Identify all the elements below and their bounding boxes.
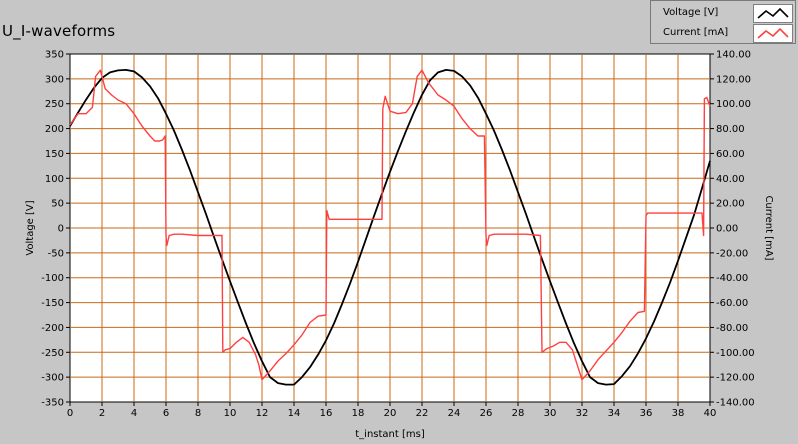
legend-label-voltage: Voltage [V] [663, 7, 719, 18]
y-right-tick-label: 100.00 [716, 99, 751, 110]
x-tick-label: 16 [320, 408, 333, 419]
x-tick-label: 8 [195, 408, 201, 419]
x-tick-label: 10 [224, 408, 237, 419]
y-right-tick-label: 80.00 [716, 124, 745, 135]
y-right-tick-label: -80.00 [716, 323, 748, 334]
x-tick-label: 22 [416, 408, 429, 419]
legend-swatch-current-icon [753, 24, 793, 43]
x-tick-label: 38 [672, 408, 685, 419]
y-left-tick-label: -150 [41, 298, 64, 309]
x-tick-label: 28 [512, 408, 525, 419]
y-left-tick-label: 200 [45, 124, 64, 135]
y-left-tick-label: 0 [58, 224, 64, 235]
y-right-tick-label: 60.00 [716, 149, 745, 160]
y-right-tick-labels: 140.00 120.00 100.00 80.00 60.00 40.00 20.00 0.… [716, 50, 755, 409]
y-left-tick-label: 150 [45, 149, 64, 160]
y-right-tick-label: -120.00 [716, 373, 755, 384]
legend: Voltage [V] Current [mA] [650, 0, 796, 44]
x-tick-label: 2 [99, 408, 105, 419]
y-right-tick-label: -100.00 [716, 348, 755, 359]
x-tick-label: 32 [576, 408, 589, 419]
y-left-tick-label: 350 [45, 50, 64, 61]
y-right-tick-label: 40.00 [716, 174, 745, 185]
x-axis-label: t_instant [ms] [355, 429, 425, 440]
voltage-series-line [69, 69, 711, 386]
legend-item-voltage[interactable]: Voltage [V] [651, 3, 795, 23]
x-tick-label: 18 [352, 408, 365, 419]
y-left-axis-label: Voltage [V] [25, 200, 36, 255]
series-lines [69, 69, 711, 386]
y-left-tick-label: -200 [41, 323, 64, 334]
y-left-tick-label: 250 [45, 99, 64, 110]
legend-label-current: Current [mA] [663, 27, 729, 38]
current-series-line [69, 69, 711, 381]
x-tick-label: 36 [640, 408, 653, 419]
y-left-tick-label: -300 [41, 373, 64, 384]
x-tick-label: 4 [131, 408, 137, 419]
legend-item-current[interactable]: Current [mA] [651, 23, 795, 43]
x-tick-label: 24 [448, 408, 461, 419]
x-tick-label: 34 [608, 408, 621, 419]
x-tick-label: 26 [480, 408, 493, 419]
y-right-tick-label: -60.00 [716, 298, 748, 309]
y-left-tick-label: 50 [51, 199, 64, 210]
y-left-tick-label: -250 [41, 348, 64, 359]
y-right-tick-label: -20.00 [716, 248, 748, 259]
x-tick-label: 30 [544, 408, 557, 419]
y-right-tick-label: -40.00 [716, 273, 748, 284]
chart-title: U_I-waveforms [2, 22, 116, 40]
y-right-tick-label: 0.00 [716, 224, 738, 235]
y-right-tick-label: 120.00 [716, 74, 751, 85]
y-left-tick-label: 100 [45, 174, 64, 185]
y-right-tick-label: 20.00 [716, 199, 745, 210]
y-right-axis-label: Current [mA] [763, 195, 774, 260]
y-left-tick-labels: 350 300 250 200 150 100 50 0 -50 -100 -150 -200 -250… [41, 50, 64, 409]
y-right-tick-label: -140.00 [716, 398, 755, 409]
y-left-tick-label: -100 [41, 273, 64, 284]
x-tick-label: 6 [163, 408, 169, 419]
x-tick-label: 12 [256, 408, 269, 419]
x-tick-label: 0 [67, 408, 73, 419]
y-right-tick-label: 140.00 [716, 50, 751, 61]
x-tick-label: 14 [288, 408, 301, 419]
y-left-tick-label: -50 [48, 248, 64, 259]
y-left-tick-label: -350 [41, 398, 64, 409]
x-tick-label: 20 [384, 408, 397, 419]
x-tick-label: 40 [704, 408, 717, 419]
y-left-tick-label: 300 [45, 74, 64, 85]
legend-swatch-voltage-icon [753, 4, 793, 23]
x-tick-labels: 0 2 4 6 8 10 12 14 16 18 20 22 24 26 28 30 32 34 36 38 40 [67, 408, 717, 419]
